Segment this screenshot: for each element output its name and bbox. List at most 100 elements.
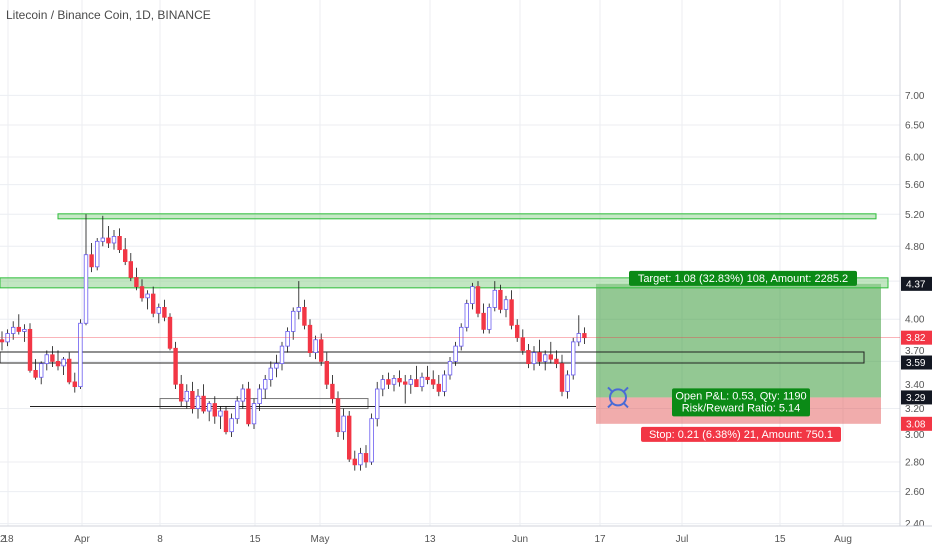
candle-body (520, 337, 525, 351)
candle-body (78, 322, 83, 388)
price-tick-label: 3.20 (905, 404, 925, 415)
candle-body (212, 403, 217, 417)
candle-body (543, 354, 548, 362)
time-axis-bg (0, 526, 932, 550)
candle-body (134, 277, 139, 288)
price-axis[interactable]: 7.00 6.50 6.00 5.60 5.20 4.80 4.37 4.00 3.82 3.70… (899, 0, 932, 530)
price-tick-label: 7.00 (905, 91, 925, 102)
time-tick-label: 8 (157, 534, 163, 545)
price-tick-label: 6.50 (905, 120, 925, 131)
candle-body (296, 307, 301, 312)
price-tick-label: 4.00 (905, 315, 925, 326)
candle-body (0, 339, 5, 343)
candle-body (464, 303, 469, 328)
support-zone[interactable] (0, 351, 865, 364)
candle-body (425, 376, 430, 380)
candle-body (223, 410, 229, 433)
candle-body (307, 324, 313, 354)
candle-body (515, 324, 520, 339)
support-box[interactable] (159, 398, 369, 410)
candle-body (565, 374, 570, 392)
resistance-top[interactable] (57, 213, 877, 220)
price-tag-label: 3.29 (906, 393, 926, 404)
target-label-bg (629, 270, 857, 286)
time-tick-label: 18 (2, 534, 14, 545)
long-position-tool[interactable] (596, 283, 881, 424)
candle-body (571, 341, 576, 376)
candle-body (83, 254, 89, 324)
candle-body (89, 254, 94, 268)
candle-body (106, 237, 111, 244)
candle-body (27, 328, 33, 371)
candle-body (475, 286, 481, 314)
candle-body (419, 376, 425, 388)
candle-body (55, 360, 61, 367)
candle-body (363, 453, 369, 463)
candle-body (150, 293, 156, 314)
resistance-zone[interactable] (0, 277, 889, 289)
candle-body (206, 403, 212, 412)
candle-body (50, 354, 55, 362)
candle-body (61, 358, 66, 367)
candle-body (240, 388, 245, 402)
candle-body (257, 388, 262, 404)
price-tag-label: 3.08 (906, 419, 926, 430)
candle-body (16, 326, 21, 332)
candle-body (548, 354, 553, 360)
grid-lines (0, 0, 900, 526)
candle-body (442, 374, 447, 392)
candle-body (290, 310, 296, 332)
time-axis[interactable]: 18 Apr 8 15 May 13 Jun 17 Jul 15 Aug 12 (0, 525, 932, 550)
candle-body (167, 316, 173, 349)
candle-body (554, 358, 559, 365)
overlay: Target: 1.08 (32.83%) 108, Amount: 2285.… (0, 270, 900, 442)
candle-body (369, 418, 374, 463)
time-tick-label: May (311, 534, 330, 545)
candle-body (67, 358, 72, 383)
candle-body (218, 410, 223, 417)
candle-body (318, 339, 324, 362)
candle-body (195, 395, 201, 409)
candle-body (402, 381, 408, 385)
pnl-box (672, 388, 810, 417)
price-tag (901, 355, 932, 370)
candle-body (453, 345, 458, 362)
price-tick-label: 6.00 (905, 153, 925, 164)
horizontal-levels[interactable] (0, 213, 889, 410)
candle-body (246, 388, 251, 425)
time-tick-label: Aug (834, 534, 852, 545)
candle-body (72, 381, 77, 388)
candle-body (503, 299, 509, 310)
price-tag (901, 416, 932, 431)
price-tick-label: 4.80 (905, 242, 925, 253)
candle-body (313, 339, 318, 354)
price-tick-label: 5.20 (905, 210, 925, 221)
price-tick-label: 2.40 (905, 519, 925, 530)
candle-body (486, 307, 492, 330)
candle-body (184, 390, 189, 402)
price-tick-label: 3.40 (905, 380, 925, 391)
candle-body (559, 363, 565, 392)
candle-body (470, 286, 475, 304)
candle-body (397, 378, 402, 383)
candle-body (145, 293, 150, 299)
stop-label: Stop: 0.21 (6.38%) 21, Amount: 750.1 (649, 429, 833, 441)
candle-body (178, 383, 184, 402)
candle-body (330, 383, 335, 400)
candle-body (190, 390, 195, 409)
candle-body (285, 331, 290, 347)
price-tag-label: 3.59 (906, 358, 926, 369)
price-tick-label: 2.80 (905, 457, 925, 468)
candle-body (234, 400, 240, 420)
candle-body (380, 379, 385, 390)
time-tick-label: Jun (512, 534, 528, 545)
candle-body (391, 378, 397, 385)
candle-body (173, 347, 178, 385)
price-tag (901, 390, 932, 405)
candle-body (44, 354, 49, 365)
candle-body (229, 418, 234, 433)
move-cursor-icon (609, 388, 627, 407)
price-tag-label: 4.37 (906, 279, 926, 290)
